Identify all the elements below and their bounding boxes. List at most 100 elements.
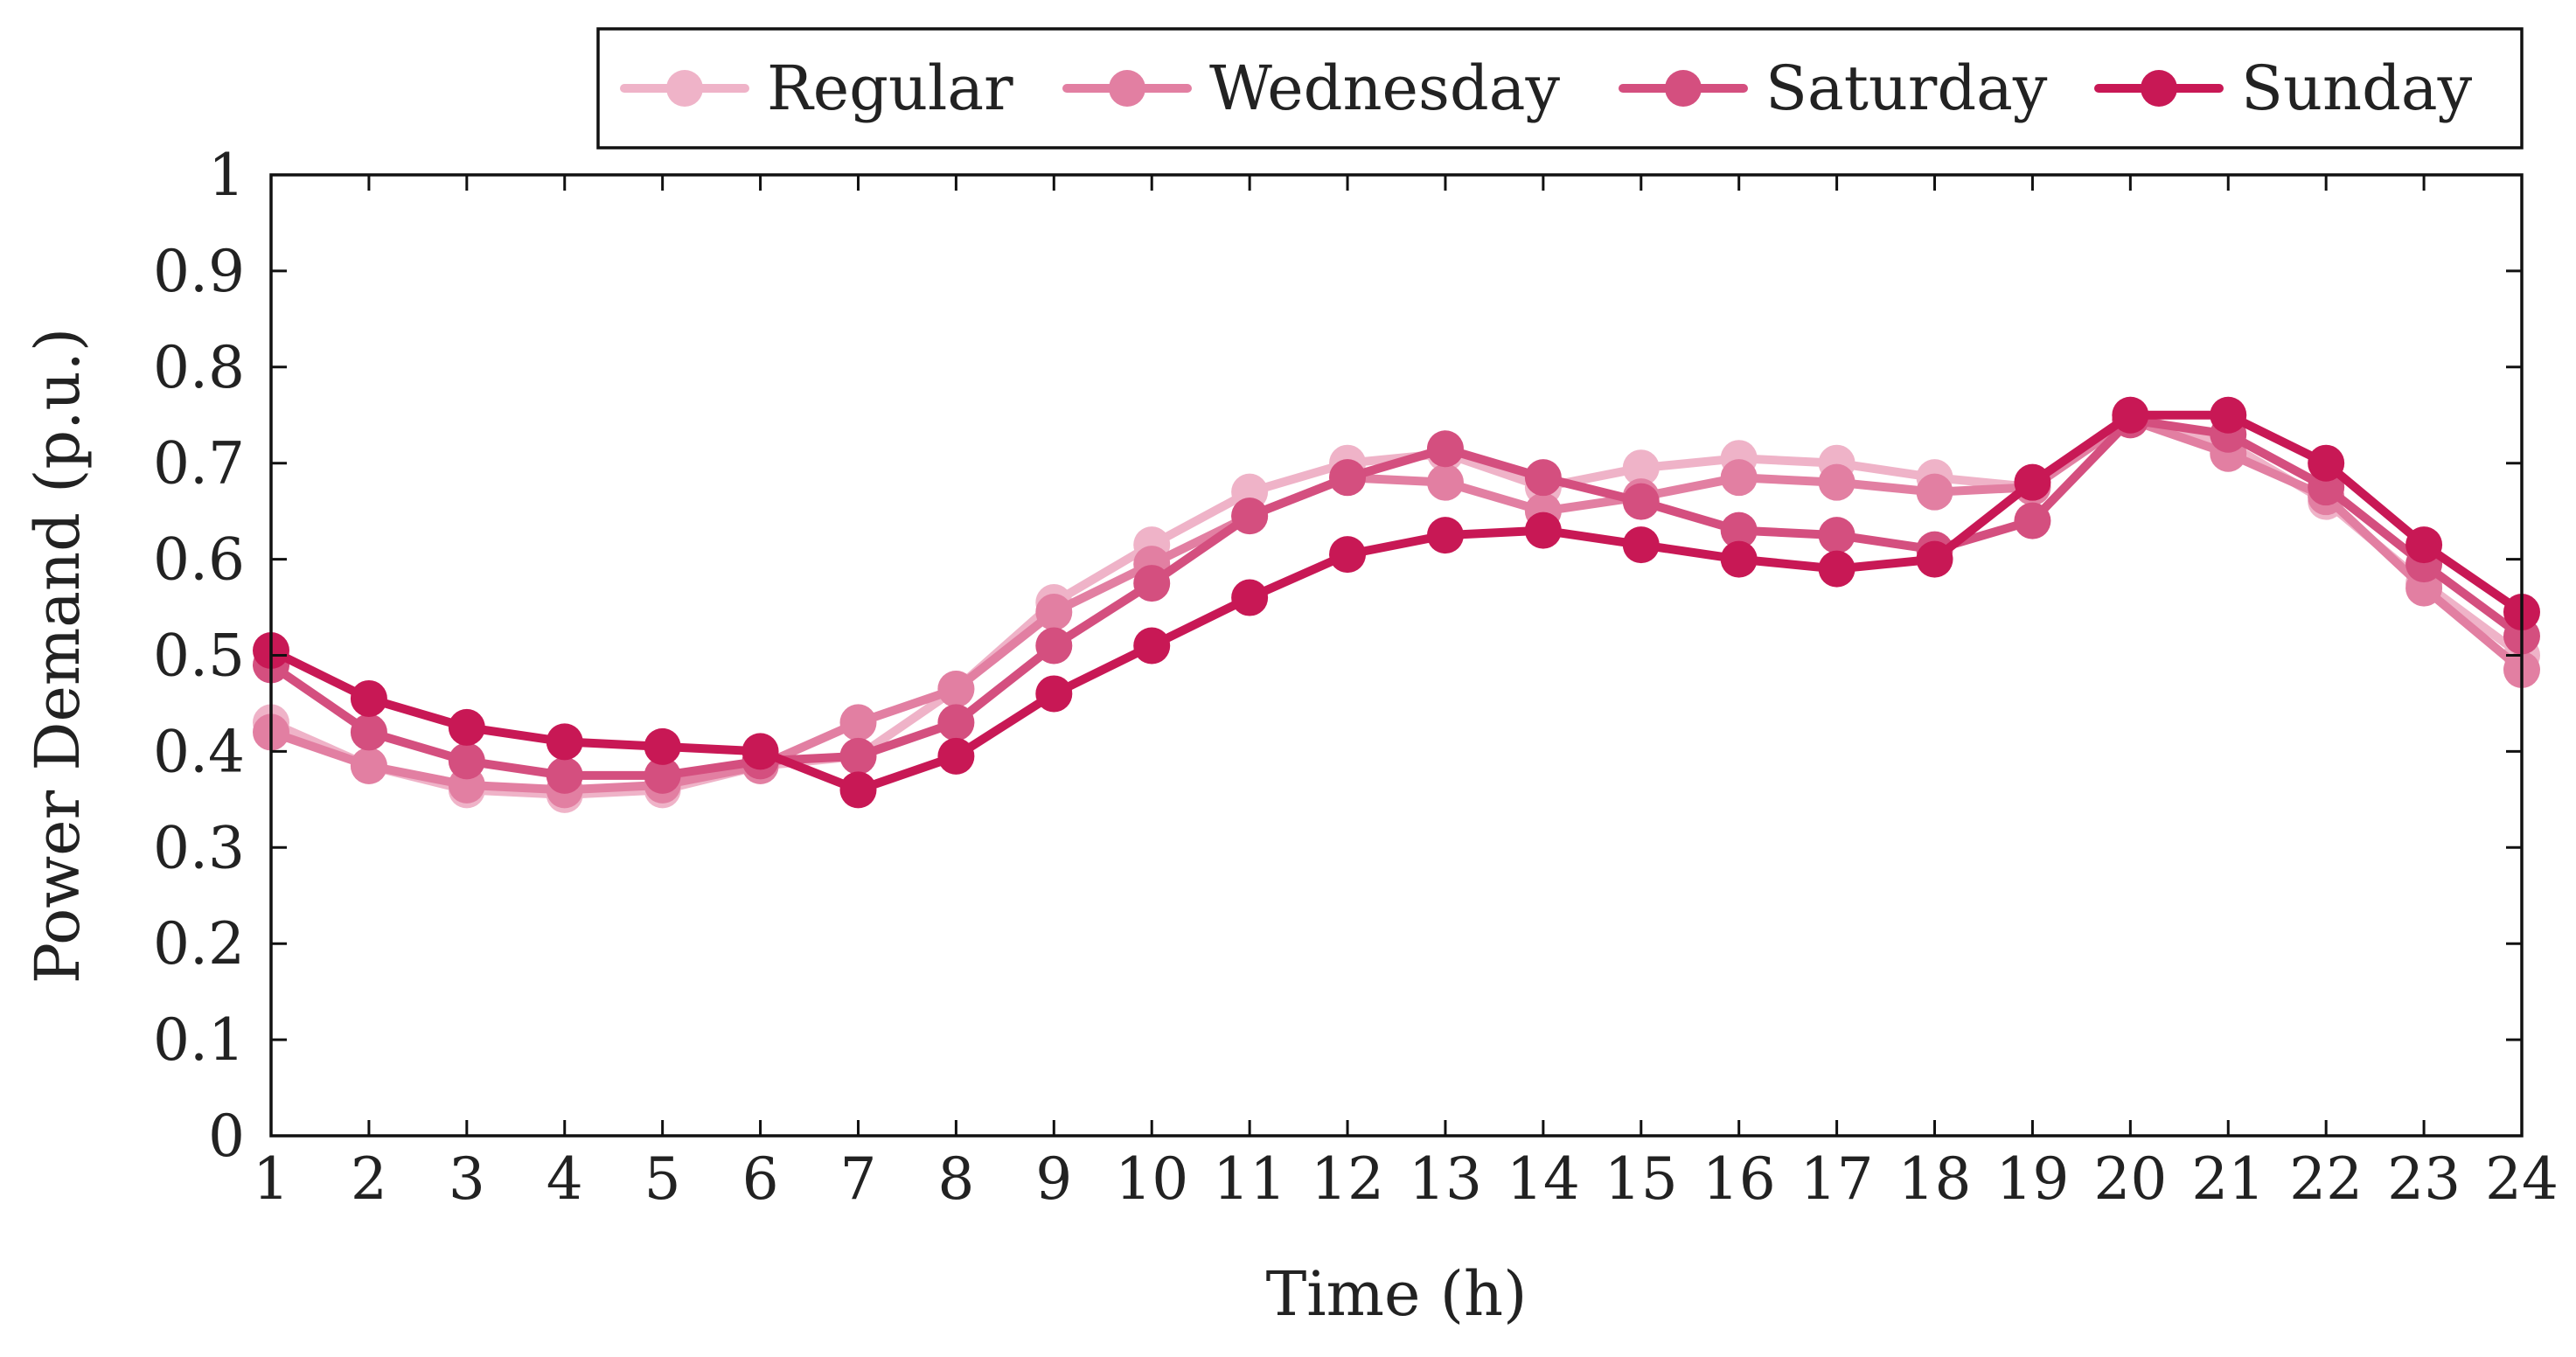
data-point-sunday [2308, 444, 2345, 482]
data-point-wednesday [1426, 463, 1464, 501]
x-tick-label: 6 [742, 1145, 779, 1213]
data-point-saturday [1818, 517, 1855, 554]
series-line-regular [267, 410, 2526, 799]
data-point-saturday [1524, 459, 1562, 497]
data-point-sunday [2014, 463, 2051, 501]
y-tick-label: 1 [208, 142, 245, 209]
y-tick-label: 0.7 [153, 430, 245, 498]
y-tick-label: 0.1 [153, 1006, 245, 1074]
x-tick-label: 20 [2093, 1145, 2167, 1213]
series-sunday [253, 396, 2540, 809]
x-tick-label: 24 [2485, 1145, 2559, 1213]
x-tick-label: 9 [1035, 1145, 1072, 1213]
x-tick-label: 3 [449, 1145, 485, 1213]
data-point-saturday [1035, 627, 1073, 665]
legend-entry-wednesday: Wednesday [1062, 52, 1560, 124]
data-point-sunday [1622, 526, 1660, 564]
x-tick-label: 15 [1605, 1145, 1678, 1213]
data-point-sunday [1426, 517, 1464, 554]
data-point-wednesday [937, 670, 975, 707]
y-tick-label: 0 [208, 1103, 245, 1170]
data-point-sunday [2210, 396, 2247, 434]
legend-label: Saturday [1765, 52, 2048, 124]
plot-frame [269, 173, 2524, 1138]
series-layer [253, 396, 2540, 813]
y-tick-label: 0.9 [153, 238, 245, 305]
ticks-layer: 1 2 3 4 5 6 7 8 9 10 11 12 13 14 15 16 17 18 19 20 21 22 23 240… [153, 142, 2559, 1213]
y-tick-label: 0.8 [153, 334, 245, 401]
data-point-saturday [1426, 430, 1464, 468]
series-line-sunday [267, 410, 2526, 795]
legend-label: Regular [767, 52, 1013, 124]
x-tick-label: 17 [1800, 1145, 1874, 1213]
data-point-wednesday [1916, 473, 1953, 511]
data-point-saturday [839, 737, 877, 775]
data-point-regular [1622, 449, 1660, 487]
legend-swatch-marker [2141, 70, 2177, 107]
legend-entries: Regular Wednesday Saturday Sunday [620, 52, 2473, 124]
x-tick-label: 19 [1995, 1145, 2069, 1213]
y-axis-label: Power Demand (p.u.) [22, 328, 94, 984]
x-tick-label: 12 [1311, 1145, 1384, 1213]
x-tick-label: 10 [1115, 1145, 1188, 1213]
data-point-saturday [1720, 511, 1758, 549]
legend-label: Sunday [2241, 52, 2473, 124]
data-point-saturday [350, 713, 387, 751]
data-point-sunday [937, 737, 975, 775]
legend-swatch-marker [1109, 70, 1145, 107]
series-saturday [253, 401, 2540, 794]
legend-entry-saturday: Saturday [1619, 52, 2048, 124]
y-tick-label: 0.6 [153, 526, 245, 594]
data-point-sunday [1818, 550, 1855, 588]
y-tick-label: 0.3 [153, 814, 245, 881]
data-point-saturday [1231, 498, 1269, 535]
legend-entry-regular: Regular [620, 52, 1013, 124]
data-point-saturday [1622, 483, 1660, 520]
x-tick-label: 7 [839, 1145, 876, 1213]
x-tick-label: 11 [1213, 1145, 1286, 1213]
legend-swatch-marker [1665, 70, 1702, 107]
x-tick-label: 21 [2191, 1145, 2265, 1213]
x-tick-label: 8 [937, 1145, 974, 1213]
legend: Regular Wednesday Saturday Sunday [596, 27, 2524, 150]
legend-entry-sunday: Sunday [2094, 52, 2473, 124]
x-tick-label: 16 [1702, 1145, 1776, 1213]
data-point-sunday [2112, 396, 2149, 434]
legend-label: Wednesday [1209, 52, 1560, 124]
y-tick-label: 0.2 [153, 910, 245, 978]
series-line-wednesday [267, 415, 2526, 795]
data-point-wednesday [1035, 594, 1073, 631]
data-point-sunday [448, 708, 485, 746]
data-point-saturday [448, 742, 485, 780]
data-point-sunday [1524, 511, 1562, 549]
data-point-saturday [1329, 459, 1367, 497]
x-tick-label: 13 [1409, 1145, 1482, 1213]
data-point-sunday [644, 727, 681, 765]
data-point-sunday [1035, 675, 1073, 713]
data-point-wednesday [1818, 463, 1855, 501]
x-tick-label: 2 [351, 1145, 387, 1213]
data-point-saturday [1133, 565, 1171, 602]
data-point-sunday [546, 723, 583, 761]
x-axis-label: Time (h) [1266, 1258, 1528, 1330]
y-tick-label: 0.4 [153, 718, 245, 785]
x-tick-label: 14 [1507, 1145, 1580, 1213]
data-point-sunday [741, 733, 779, 770]
x-tick-label: 23 [2387, 1145, 2461, 1213]
data-point-saturday [546, 756, 583, 794]
x-tick-label: 1 [253, 1145, 289, 1213]
data-point-saturday [937, 704, 975, 741]
x-tick-label: 22 [2289, 1145, 2363, 1213]
data-point-saturday [2014, 502, 2051, 539]
x-tick-label: 4 [547, 1145, 583, 1213]
data-point-sunday [1231, 579, 1269, 616]
data-point-wednesday [350, 747, 387, 784]
data-point-wednesday [1720, 459, 1758, 497]
data-point-sunday [1133, 627, 1171, 665]
data-point-wednesday [839, 704, 877, 741]
x-tick-label: 5 [644, 1145, 681, 1213]
data-point-sunday [1329, 536, 1367, 574]
legend-swatch-marker [666, 70, 703, 107]
x-tick-label: 18 [1898, 1145, 1972, 1213]
